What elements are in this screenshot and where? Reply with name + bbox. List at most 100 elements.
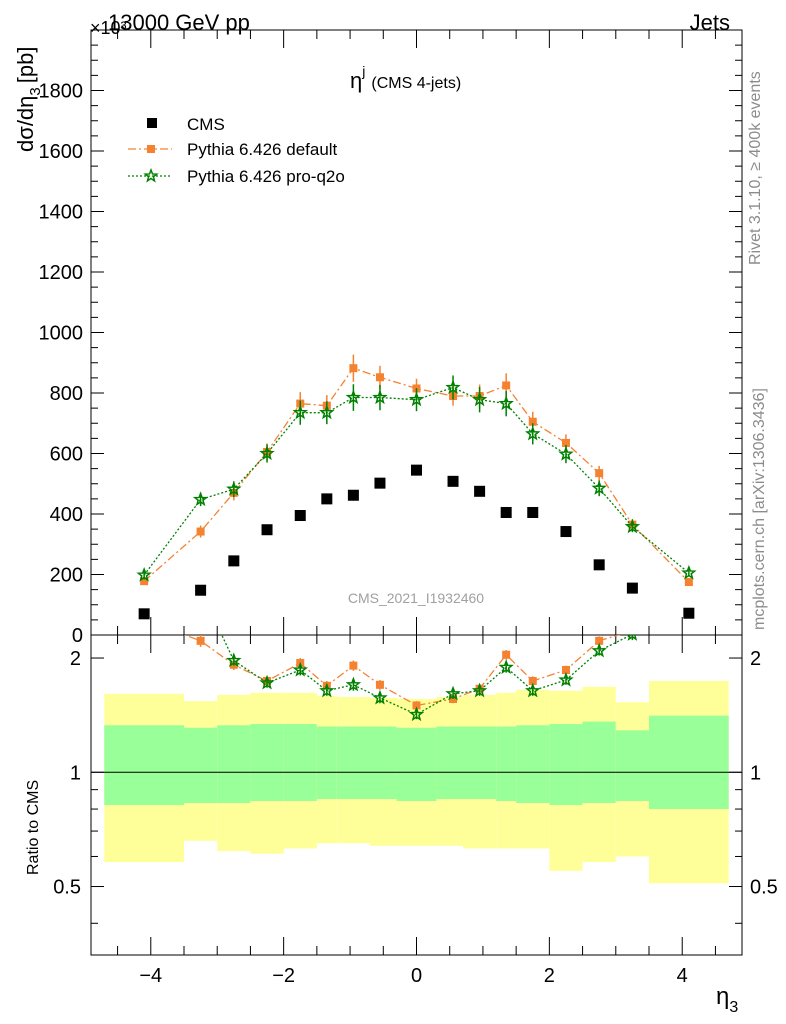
ratio-point-pythia-proq2o [292, 661, 309, 677]
header-right: Jets [690, 10, 730, 35]
data-point-pythia-default [140, 577, 149, 586]
data-point-cms [321, 493, 333, 505]
data-point-pythia-proq2o [471, 391, 488, 407]
ratio-point-pythia-proq2o [558, 671, 574, 687]
ratio-point-pythia-proq2o [408, 706, 425, 722]
data-point-cms [228, 555, 240, 567]
data-point-cms [593, 559, 605, 571]
main-y-axis-label-sub: 3 [27, 87, 44, 95]
ratio-point-pythia-proq2o [471, 682, 488, 698]
x-axis-label-sub: 3 [729, 999, 738, 1016]
ratio-stat-band [283, 724, 317, 802]
main-y-tick-label: 800 [50, 383, 83, 405]
ratio-point-pythia-proq2o [259, 674, 275, 690]
ratio-stat-band [370, 726, 397, 800]
data-point-pythia-proq2o [525, 425, 541, 441]
ratio-stat-band [582, 721, 616, 803]
ratio-point-pythia-default [528, 676, 537, 685]
data-point-pythia-default [502, 381, 511, 390]
ratio-stat-band [516, 725, 550, 803]
ratio-point-pythia-default [502, 650, 511, 659]
data-point-cms [683, 607, 695, 619]
ratio-point-pythia-default [628, 627, 636, 635]
data-point-cms [500, 506, 512, 518]
ratio-y-tick-label: 2 [70, 648, 81, 670]
legend-cms-marker [147, 118, 157, 128]
ratio-series-line [183, 635, 621, 707]
plot-title: ηj (CMS 4-jets) [350, 63, 461, 93]
data-point-cms [626, 582, 638, 594]
main-y-tick-label: 600 [50, 444, 83, 466]
ratio-point-pythia-default [561, 665, 570, 674]
data-point-cms [195, 584, 207, 596]
main-y-axis-label-main: dσ/dη [13, 96, 38, 152]
ratio-stat-band [336, 726, 370, 800]
ratio-y-tick-label: 1 [70, 762, 81, 784]
y-exponent: ×10³ [90, 18, 127, 38]
x-tick-label: 0 [411, 965, 422, 987]
legend-proq2o-marker [143, 167, 159, 183]
ratio-stat-band [104, 725, 184, 805]
main-y-tick-label: 1000 [39, 323, 84, 345]
main-y-tick-label: 400 [50, 504, 83, 526]
ratio-stat-band [615, 730, 649, 802]
data-point-pythia-default [349, 364, 358, 373]
ratio-y-tick-label-right: 2 [750, 648, 761, 670]
data-point-cms [527, 506, 539, 518]
data-point-cms [474, 485, 486, 497]
ratio-stat-band [217, 725, 251, 803]
data-point-pythia-proq2o [591, 480, 607, 495]
main-y-tick-label: 1400 [39, 202, 84, 224]
data-point-cms [138, 608, 150, 620]
data-point-cms [411, 464, 422, 476]
legend-default-label: Pythia 6.426 default [187, 140, 338, 159]
plot-title-main: η [350, 68, 362, 93]
data-point-pythia-default [528, 417, 537, 426]
ratio-stat-band [496, 726, 517, 802]
data-point-cms [374, 477, 386, 489]
data-point-pythia-proq2o [319, 404, 335, 420]
ratio-stat-band [316, 726, 337, 800]
data-point-pythia-default [684, 578, 693, 587]
data-point-cms [294, 510, 306, 522]
data-point-pythia-proq2o [259, 445, 275, 461]
ratio-point-pythia-default [412, 701, 421, 710]
legend-cms-label: CMS [187, 115, 225, 134]
data-point-pythia-proq2o [408, 391, 425, 407]
ratio-stat-band [463, 726, 497, 800]
data-point-cms [447, 475, 459, 487]
side-label-mcplots: mcplots.cern.ch [arXiv:1306.3436] [751, 388, 768, 630]
ratio-point-pythia-proq2o [319, 682, 335, 698]
side-label-rivet: Rivet 3.1.10, ≥ 400k events [747, 71, 764, 265]
ratio-y-axis-label: Ratio to CMS [25, 780, 42, 875]
main-y-axis-label-unit: [pb] [13, 47, 38, 84]
x-tick-label: 2 [544, 965, 555, 987]
ratio-point-pythia-default [375, 680, 384, 689]
analysis-watermark: CMS_2021_I1932460 [348, 590, 484, 606]
legend-proq2o-label: Pythia 6.426 pro-q2o [187, 167, 345, 186]
data-point-pythia-default [595, 469, 604, 478]
data-point-pythia-default [196, 527, 205, 536]
ratio-point-pythia-proq2o [372, 689, 388, 705]
ratio-point-pythia-proq2o [591, 642, 607, 658]
data-point-cms [560, 526, 572, 538]
header-left: 13000 GeV pp [108, 10, 250, 35]
data-point-pythia-proq2o [136, 566, 152, 582]
legend: CMS Pythia 6.426 default Pythia 6.426 pr… [128, 115, 345, 186]
ratio-point-pythia-proq2o [445, 685, 461, 701]
ratio-stat-band [549, 724, 583, 805]
ratio-y-tick-label-right: 1 [750, 762, 761, 784]
x-axis-label: η3 [716, 983, 738, 1016]
ratio-point-pythia-proq2o [525, 682, 541, 698]
data-point-pythia-default [561, 438, 570, 447]
main-y-tick-label: 1200 [39, 262, 84, 284]
series-line [143, 386, 690, 576]
ratio-point-pythia-proq2o [498, 659, 514, 674]
main-y-tick-label: 0 [72, 625, 83, 647]
data-point-cms [261, 524, 273, 536]
data-point-pythia-proq2o [372, 389, 388, 405]
main-series-group [136, 354, 697, 620]
ratio-point-pythia-proq2o [138, 594, 149, 605]
